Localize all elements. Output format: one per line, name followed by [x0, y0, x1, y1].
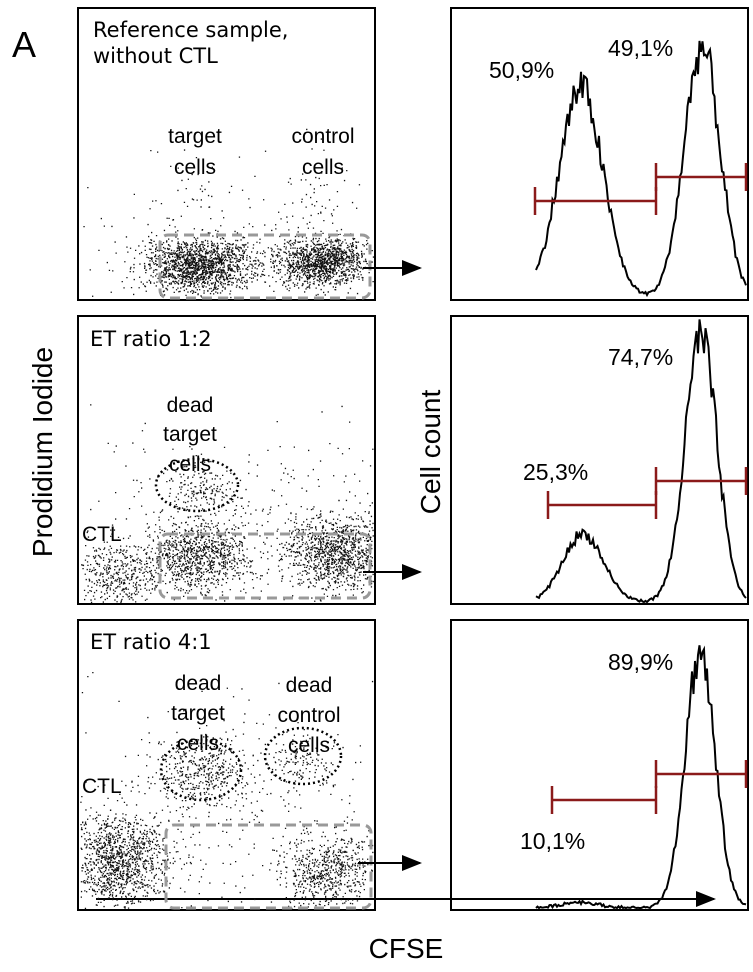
dead-target-gate	[159, 738, 243, 802]
plot-frame	[77, 619, 376, 911]
label-dead-line-1: dead	[167, 394, 214, 417]
label-ctl: CTL	[82, 775, 122, 798]
percent-right: 89,9%	[608, 649, 673, 675]
percent-left: 10,1%	[520, 828, 585, 854]
plot-title: ET ratio 4:1	[90, 630, 212, 654]
histogram-reference: 50,9% 49,1%	[450, 7, 749, 301]
gate-left	[546, 491, 658, 519]
label-dead-control-line-3: cells	[288, 734, 330, 757]
label-dead-target-line-2: target	[171, 702, 225, 725]
label-dead-target-line-1: dead	[175, 672, 222, 695]
y-axis-label-left: Prodidium Iodide	[27, 347, 58, 557]
live-cells-gate-box	[158, 532, 372, 600]
label-dead-target-line-3: cells	[177, 732, 219, 755]
histogram-et-1-2: 25,3% 74,7%	[450, 315, 749, 605]
scatter-events	[81, 404, 374, 604]
scatter-events	[80, 672, 374, 910]
histogram-trace	[535, 319, 747, 604]
percent-right: 49,1%	[608, 35, 673, 61]
gate-left	[550, 786, 658, 814]
gate-left	[533, 187, 658, 215]
plot-frame	[77, 7, 376, 301]
label-control-line-2: cells	[302, 156, 344, 179]
label-dead-control-line-2: control	[277, 704, 340, 727]
gate-right	[654, 760, 748, 788]
plot-frame	[450, 315, 749, 605]
percent-left: 50,9%	[489, 57, 554, 83]
dead-target-gate	[154, 457, 240, 513]
plot-title-line-1: Reference sample,	[93, 18, 288, 42]
gate-right	[654, 467, 748, 495]
label-dead-line-3: cells	[169, 453, 211, 476]
histogram-trace	[535, 40, 747, 298]
plot-frame	[450, 619, 749, 911]
label-dead-line-2: target	[163, 423, 217, 446]
plot-frame	[450, 7, 749, 301]
dead-control-gate	[263, 726, 343, 786]
scatter-events	[83, 128, 375, 299]
x-axis-label: CFSE	[369, 933, 444, 964]
label-dead-control-line-1: dead	[286, 674, 333, 697]
plot-title-line-2: without CTL	[93, 44, 218, 68]
panel-letter: A	[12, 24, 36, 65]
plot-frame	[77, 315, 376, 605]
live-cells-gate-box	[164, 823, 373, 910]
scatter-plot-et-4-1: ET ratio 4:1 dead target cells dead cont…	[77, 619, 376, 911]
histogram-trace	[535, 645, 747, 910]
label-target-line-2: cells	[174, 156, 216, 179]
plot-title: ET ratio 1:2	[90, 327, 212, 351]
live-cells-gate-box	[158, 233, 372, 300]
label-ctl: CTL	[82, 523, 122, 546]
scatter-plot-et-1-2: ET ratio 1:2 dead target cells CTL	[77, 315, 376, 605]
label-control-line-1: control	[291, 125, 354, 148]
y-axis-label-right: Cell count	[415, 390, 446, 515]
scatter-plot-reference: Reference sample, without CTL target cel…	[77, 7, 376, 301]
gate-right	[654, 163, 748, 191]
percent-right: 74,7%	[608, 344, 673, 370]
percent-left: 25,3%	[523, 459, 588, 485]
histogram-et-4-1: 10,1% 89,9%	[450, 619, 749, 911]
label-target-line-1: target	[168, 125, 222, 148]
